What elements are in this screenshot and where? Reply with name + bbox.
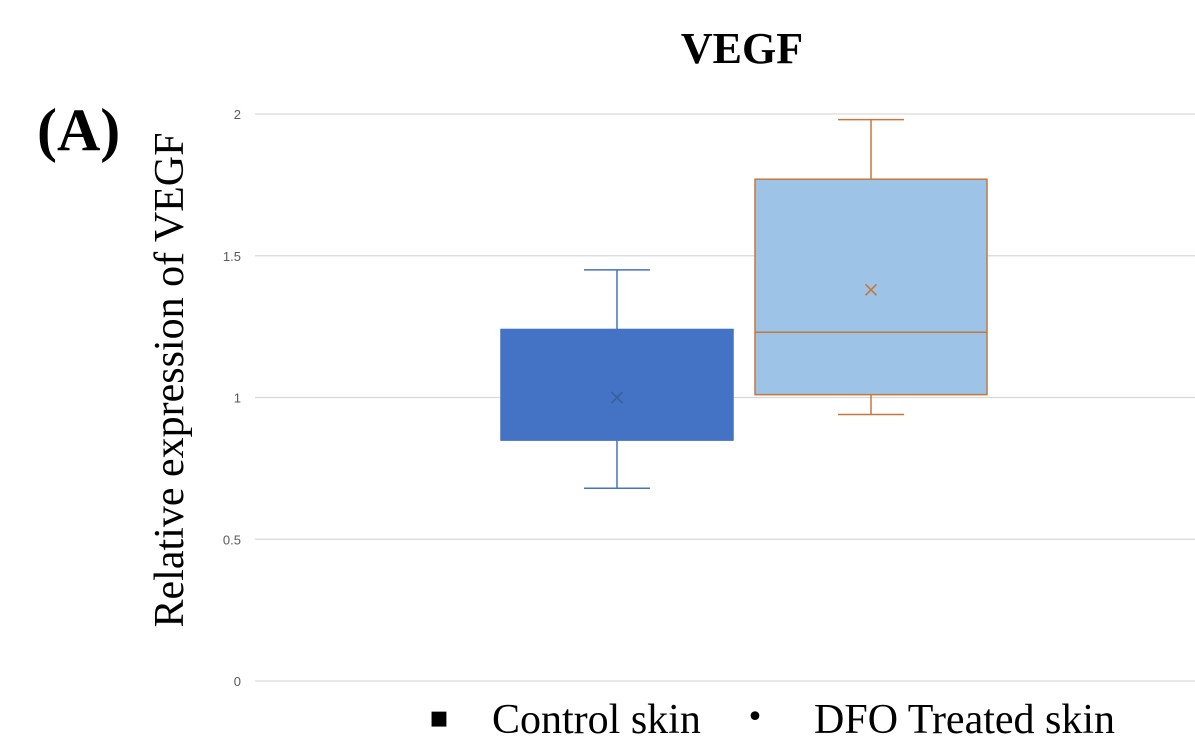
y-tick-label: 1: [234, 391, 241, 406]
mean-marker: [610, 391, 624, 404]
box-series: [500, 269, 734, 489]
mean-marker: [864, 283, 878, 296]
panel-label: (A): [37, 97, 120, 163]
box-body: [500, 328, 734, 441]
y-axis-label: Relative expression of VEGF: [147, 133, 193, 628]
y-tick-label: 0: [234, 674, 241, 689]
y-axis-ticks: 0 0.5 1 1.5 2: [223, 107, 241, 689]
legend-label: Control skin: [492, 697, 701, 742]
legend-marker: •: [746, 700, 764, 735]
y-tick-label: 2: [234, 107, 241, 122]
legend-marker: ▪: [429, 700, 449, 735]
box-body: [754, 178, 988, 396]
box-plot-series: [500, 118, 988, 489]
y-tick-label: 0.5: [223, 532, 241, 547]
legend: ▪ Control skin • DFO Treated skin: [429, 697, 1115, 742]
legend-label: DFO Treated skin: [814, 697, 1115, 742]
box-series: [754, 118, 988, 416]
chart-title: VEGF: [681, 24, 803, 73]
y-tick-label: 1.5: [223, 249, 241, 264]
